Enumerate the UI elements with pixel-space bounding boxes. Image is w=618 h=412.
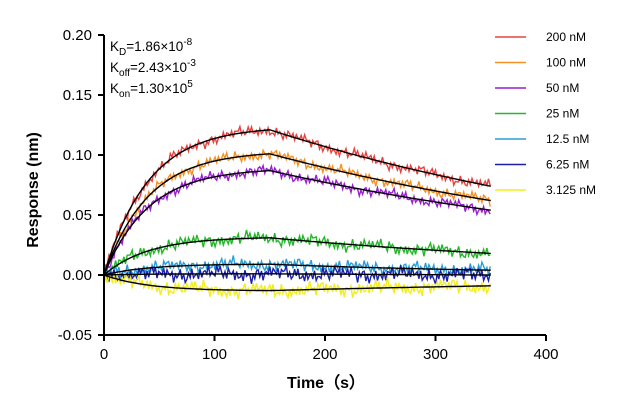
fit-curve [103, 129, 491, 276]
y-tick-label: 0.05 [63, 207, 92, 224]
x-tick-label: 0 [100, 346, 108, 363]
fit-curve [103, 237, 491, 276]
trace-100nm [103, 148, 491, 272]
fit-curve [103, 274, 491, 292]
fit-curve [103, 263, 491, 276]
kinetics-line-off: Koff=2.43×10-3 [110, 58, 196, 79]
y-tick-label: 0.10 [63, 147, 92, 164]
legend-label: 3.125 nM [546, 183, 596, 197]
y-tick-label: -0.05 [58, 327, 92, 344]
x-tick-label: 200 [312, 346, 337, 363]
legend-label: 25 nM [546, 107, 579, 121]
trace-12_5nm [103, 255, 491, 279]
x-tick-label: 300 [423, 346, 448, 363]
y-axis-title: Response (nm) [25, 132, 42, 248]
kinetics-line-d: KD=1.86×10-8 [110, 37, 193, 58]
trace-6_25nm [103, 264, 491, 285]
legend-label: 100 nM [546, 56, 586, 70]
legend-label: 200 nM [546, 30, 586, 44]
legend-label: 12.5 nM [546, 132, 589, 146]
legend-label: 6.25 nM [546, 158, 589, 172]
x-tick-label: 100 [202, 346, 227, 363]
fit-curve [103, 153, 491, 276]
kinetics-line-on: Kon=1.30×105 [110, 79, 193, 100]
fit-curve [103, 169, 491, 276]
trace-25nm [103, 229, 491, 281]
x-tick-label: 400 [533, 346, 558, 363]
trace-200nm [103, 123, 491, 272]
tick-labels: -0.05 0.00 0.05 0.10 0.15 0.20 0 100 200 300 400 [58, 27, 559, 363]
legend: 200 nM 100 nM 50 nM 25 nM 12.5 nM 6.25 nM 3.12… [495, 30, 596, 197]
y-tick-label: 0.20 [63, 27, 92, 44]
y-tick-label: 0.00 [63, 267, 92, 284]
fit-curves [103, 129, 491, 292]
fit-curve [103, 273, 491, 276]
y-tick-label: 0.15 [63, 87, 92, 104]
axes [98, 34, 547, 341]
legend-label: 50 nM [546, 81, 579, 95]
x-axis-title: Time（s） [287, 374, 365, 392]
